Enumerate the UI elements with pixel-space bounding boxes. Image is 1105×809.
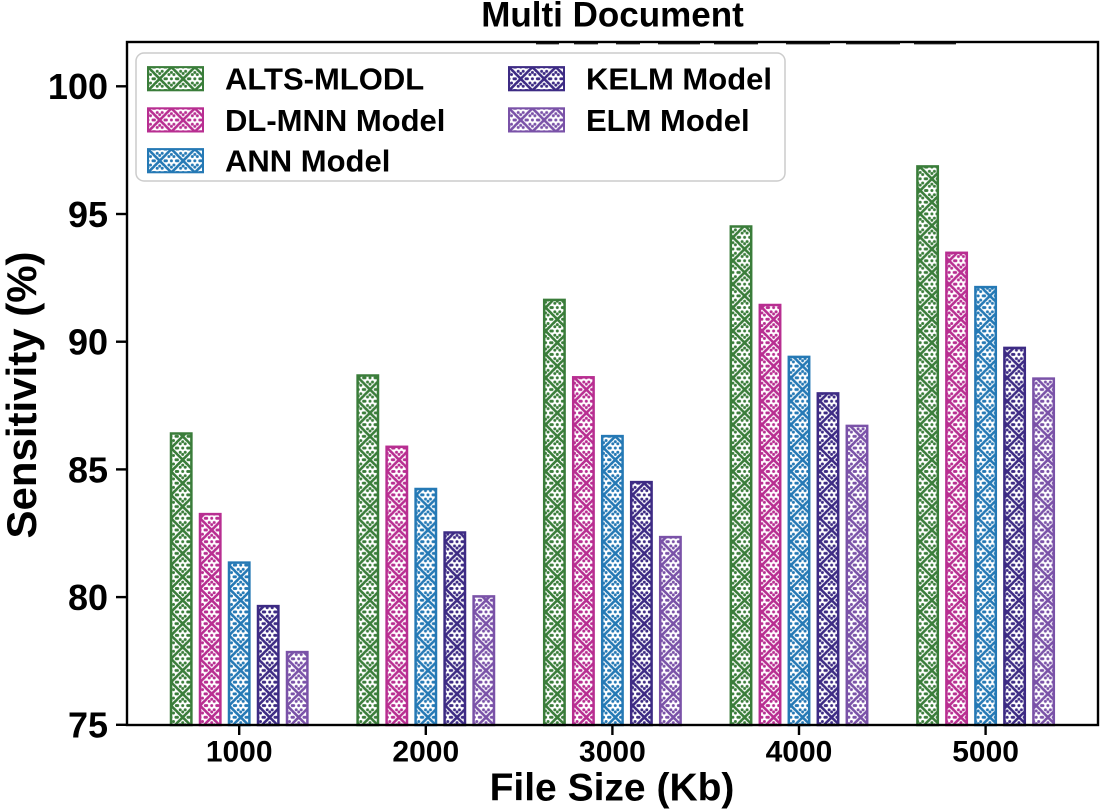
svg-text:2000: 2000: [392, 736, 459, 769]
svg-text:80: 80: [68, 577, 108, 618]
svg-text:Sensitivity (%): Sensitivity (%): [0, 251, 45, 538]
svg-text:90: 90: [68, 322, 108, 363]
svg-text:5000: 5000: [952, 736, 1019, 769]
svg-text:KELM Model: KELM Model: [586, 62, 772, 97]
svg-text:Multi Document: Multi Document: [481, 0, 744, 35]
svg-text:100: 100: [48, 66, 108, 107]
svg-text:File Size (Kb): File Size (Kb): [490, 767, 735, 809]
svg-text:85: 85: [68, 449, 108, 490]
svg-text:DL-MNN Model: DL-MNN Model: [225, 103, 445, 138]
svg-text:3000: 3000: [579, 736, 646, 769]
svg-text:ALTS-MLODL: ALTS-MLODL: [225, 62, 424, 97]
svg-text:ANN Model: ANN Model: [225, 144, 390, 179]
svg-text:ELM Model: ELM Model: [586, 103, 750, 138]
svg-text:75: 75: [68, 705, 108, 746]
svg-text:4000: 4000: [766, 736, 833, 769]
svg-text:1000: 1000: [206, 736, 273, 769]
svg-text:95: 95: [68, 194, 108, 235]
